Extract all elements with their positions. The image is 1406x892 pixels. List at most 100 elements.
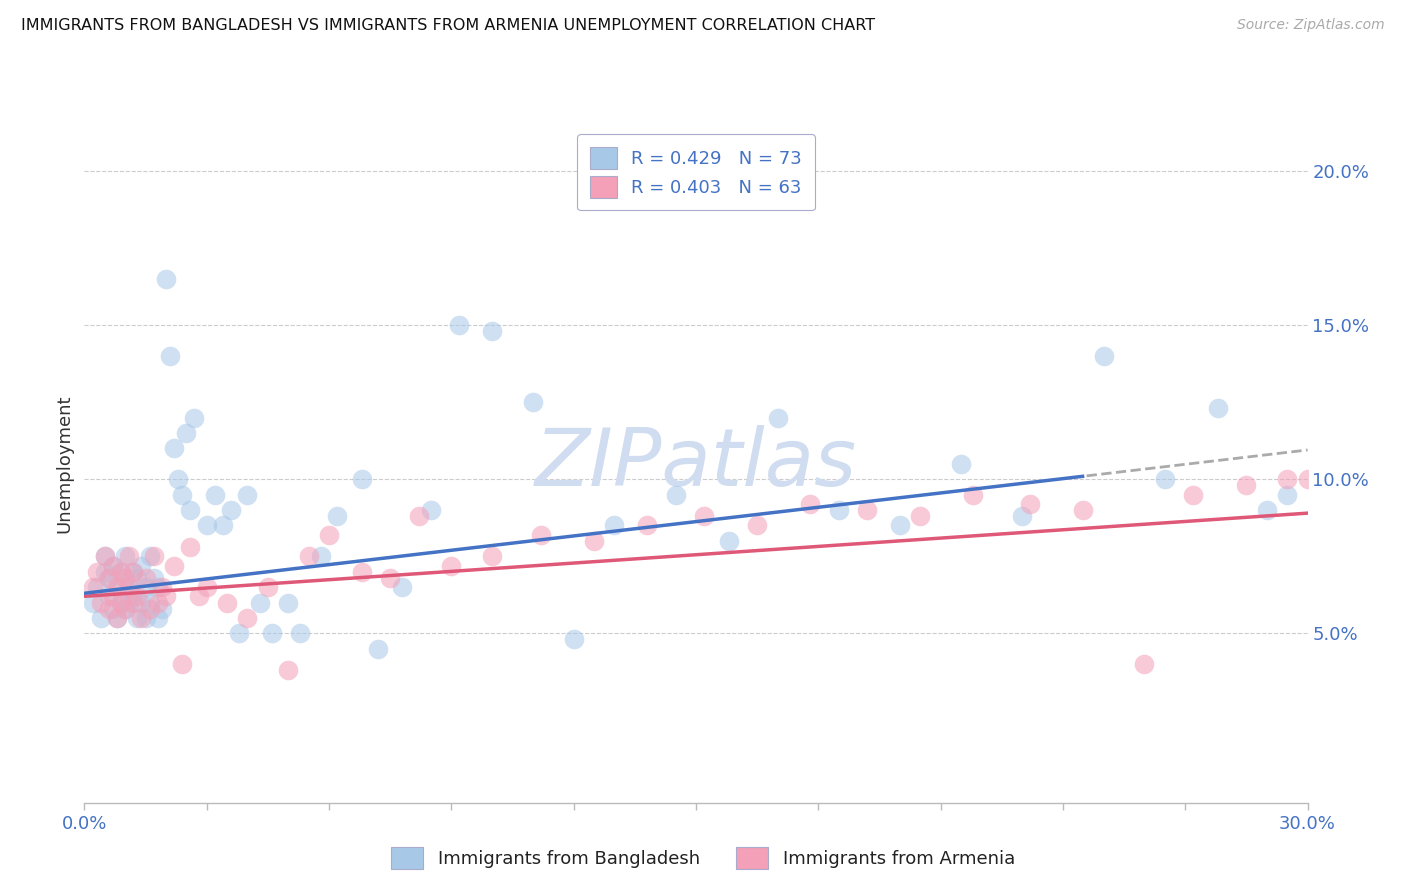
Point <box>101 590 124 604</box>
Point <box>828 503 851 517</box>
Point <box>1277 488 1299 502</box>
Point <box>236 611 259 625</box>
Point <box>142 549 165 564</box>
Point <box>318 527 340 541</box>
Point <box>118 580 141 594</box>
Point <box>257 580 280 594</box>
Point <box>97 571 120 585</box>
Point <box>176 425 198 440</box>
Point <box>118 549 141 564</box>
Point <box>1073 503 1095 517</box>
Point <box>228 626 250 640</box>
Point <box>105 580 128 594</box>
Point <box>481 549 503 564</box>
Text: IMMIGRANTS FROM BANGLADESH VS IMMIGRANTS FROM ARMENIA UNEMPLOYMENT CORRELATION C: IMMIGRANTS FROM BANGLADESH VS IMMIGRANTS… <box>21 18 875 33</box>
Point <box>110 595 132 609</box>
Point <box>135 580 157 594</box>
Point <box>142 571 165 585</box>
Point <box>127 571 149 585</box>
Point <box>172 488 194 502</box>
Point <box>155 272 177 286</box>
Point <box>219 503 242 517</box>
Point <box>150 601 173 615</box>
Point <box>277 595 299 609</box>
Point <box>159 349 181 363</box>
Point <box>146 595 169 609</box>
Point <box>135 571 157 585</box>
Point <box>179 503 201 517</box>
Point <box>172 657 194 672</box>
Point <box>163 442 186 456</box>
Point <box>889 518 911 533</box>
Point <box>93 549 117 564</box>
Point <box>114 601 136 615</box>
Point <box>309 549 332 564</box>
Legend: R = 0.429   N = 73, R = 0.403   N = 63: R = 0.429 N = 73, R = 0.403 N = 63 <box>578 134 814 211</box>
Point <box>127 590 149 604</box>
Point <box>90 595 112 609</box>
Legend: Immigrants from Bangladesh, Immigrants from Armenia: Immigrants from Bangladesh, Immigrants f… <box>382 838 1024 879</box>
Point <box>562 632 585 647</box>
Point <box>481 324 503 338</box>
Point <box>1358 478 1381 492</box>
Point <box>856 503 879 517</box>
Point <box>105 580 128 594</box>
Point <box>110 595 132 609</box>
Point <box>522 395 544 409</box>
Point <box>766 410 789 425</box>
Point <box>391 580 413 594</box>
Point <box>114 601 136 615</box>
Point <box>1277 472 1299 486</box>
Point <box>150 580 173 594</box>
Point <box>114 549 136 564</box>
Point <box>167 472 190 486</box>
Point <box>799 497 821 511</box>
Point <box>97 571 120 585</box>
Point <box>298 549 321 564</box>
Point <box>1399 488 1406 502</box>
Point <box>183 410 205 425</box>
Point <box>408 509 430 524</box>
Point <box>1236 478 1258 492</box>
Point <box>114 571 136 585</box>
Point <box>82 595 104 609</box>
Point <box>420 503 443 517</box>
Point <box>217 595 239 609</box>
Point <box>665 488 688 502</box>
Point <box>1296 472 1319 486</box>
Point <box>110 565 132 579</box>
Point <box>380 571 402 585</box>
Point <box>131 558 153 573</box>
Point <box>97 590 120 604</box>
Point <box>950 457 973 471</box>
Point <box>530 527 553 541</box>
Point <box>122 565 145 579</box>
Point <box>93 549 117 564</box>
Point <box>155 590 177 604</box>
Point <box>127 611 149 625</box>
Point <box>962 488 984 502</box>
Point <box>747 518 769 533</box>
Point <box>122 595 145 609</box>
Point <box>277 663 299 677</box>
Point <box>910 509 932 524</box>
Point <box>1337 488 1360 502</box>
Point <box>440 558 463 573</box>
Point <box>163 558 186 573</box>
Point <box>97 601 120 615</box>
Point <box>187 590 209 604</box>
Point <box>93 565 117 579</box>
Text: ZIPatlas: ZIPatlas <box>534 425 858 503</box>
Point <box>1011 509 1033 524</box>
Point <box>326 509 349 524</box>
Point <box>1256 503 1278 517</box>
Point <box>146 611 169 625</box>
Point <box>449 318 471 333</box>
Point <box>138 595 160 609</box>
Point <box>290 626 312 640</box>
Point <box>212 518 235 533</box>
Point <box>122 590 145 604</box>
Point <box>122 565 145 579</box>
Point <box>636 518 658 533</box>
Point <box>249 595 271 609</box>
